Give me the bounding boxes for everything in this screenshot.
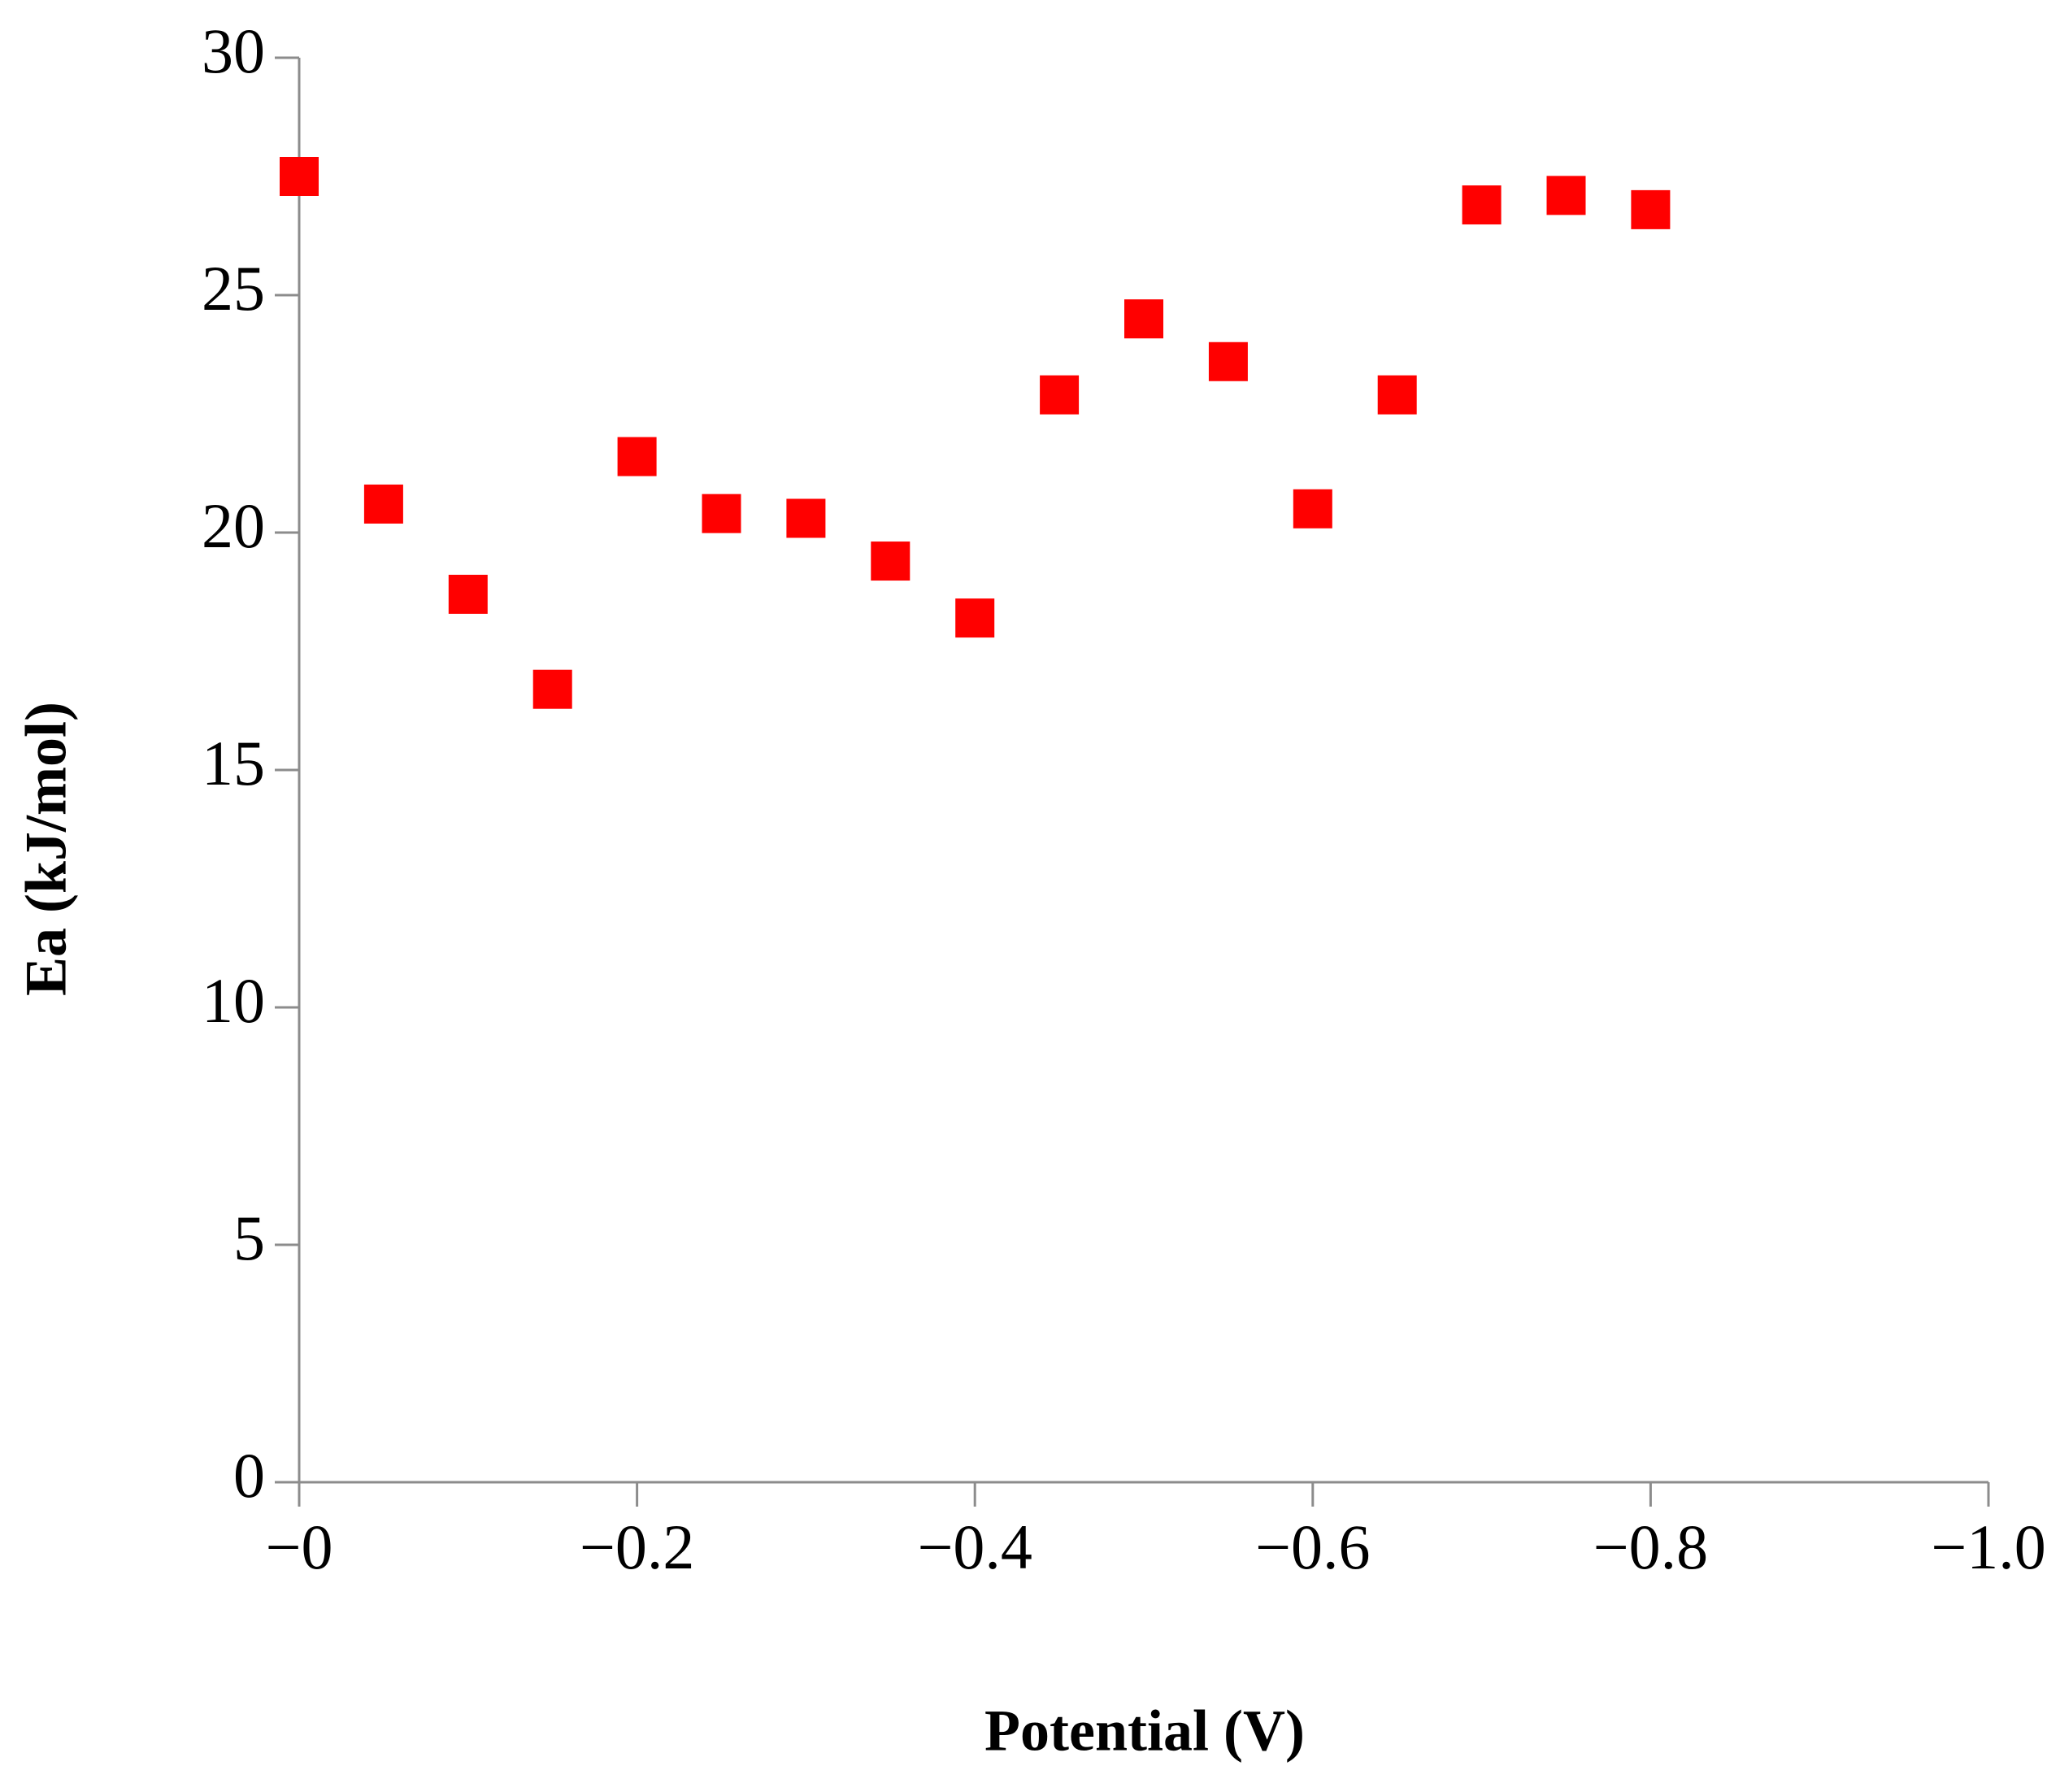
point	[1124, 299, 1163, 339]
point	[280, 157, 319, 196]
x-tick-label: −0.6	[1255, 1511, 1371, 1582]
point	[1208, 341, 1248, 381]
y-tick-label: 15	[202, 728, 265, 798]
y-axis-title: Ea (kJ/mol)	[14, 702, 79, 996]
y-tick-label: 0	[233, 1440, 265, 1511]
point	[1377, 375, 1417, 415]
point	[955, 598, 995, 638]
x-tick-label: −0.8	[1593, 1511, 1709, 1582]
y-tick-label: 25	[202, 253, 265, 324]
y-tick-label: 5	[233, 1203, 265, 1273]
point	[363, 484, 403, 524]
point	[1040, 375, 1080, 415]
y-tick-label: 30	[202, 15, 265, 86]
point	[1631, 189, 1671, 229]
x-tick-label: −0.4	[917, 1511, 1032, 1582]
x-tick-label: −1.0	[1931, 1511, 2046, 1582]
point	[617, 437, 657, 476]
x-axis-title: Potential (V)	[984, 1698, 1305, 1764]
y-tick-label: 20	[202, 490, 265, 561]
y-tick-label: 10	[202, 965, 265, 1036]
point	[871, 542, 911, 581]
point	[448, 574, 488, 614]
point	[1462, 185, 1502, 225]
point	[1546, 176, 1586, 215]
x-tick-label: −0.2	[580, 1511, 695, 1582]
point	[1293, 489, 1332, 528]
point	[786, 498, 826, 538]
x-tick-label: −0	[266, 1511, 333, 1582]
point	[702, 494, 741, 533]
point	[532, 669, 572, 709]
